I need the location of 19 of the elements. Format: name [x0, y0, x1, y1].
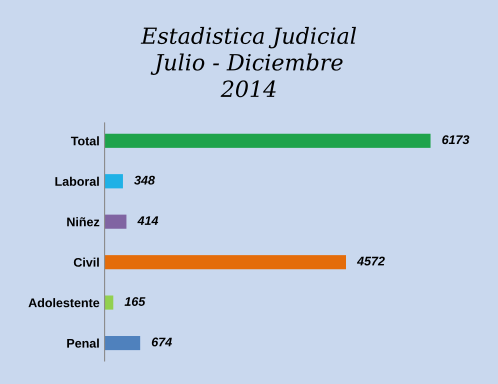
bar — [104, 255, 346, 270]
y-tick-label: Laboral — [55, 176, 99, 186]
y-tick-label: Niñez — [67, 217, 100, 226]
data-label: 414 — [137, 216, 158, 225]
y-tick-label: Total — [70, 136, 99, 146]
y-tick-label: Civil — [74, 258, 99, 267]
y-tick-label: Penal — [67, 338, 99, 348]
bar — [104, 174, 123, 188]
chart-title: Estadistica Judicial Julio - Diciembre 2014 — [140, 26, 356, 98]
bar — [104, 134, 431, 148]
bar — [104, 336, 140, 350]
data-label: 348 — [134, 176, 155, 185]
data-label: 6173 — [442, 135, 470, 144]
data-label: 674 — [152, 338, 172, 346]
data-label: 4572 — [356, 256, 385, 266]
bar — [104, 296, 114, 310]
data-label: 165 — [124, 297, 146, 306]
bar — [104, 214, 126, 229]
y-tick-label: Adolestente — [28, 298, 100, 308]
